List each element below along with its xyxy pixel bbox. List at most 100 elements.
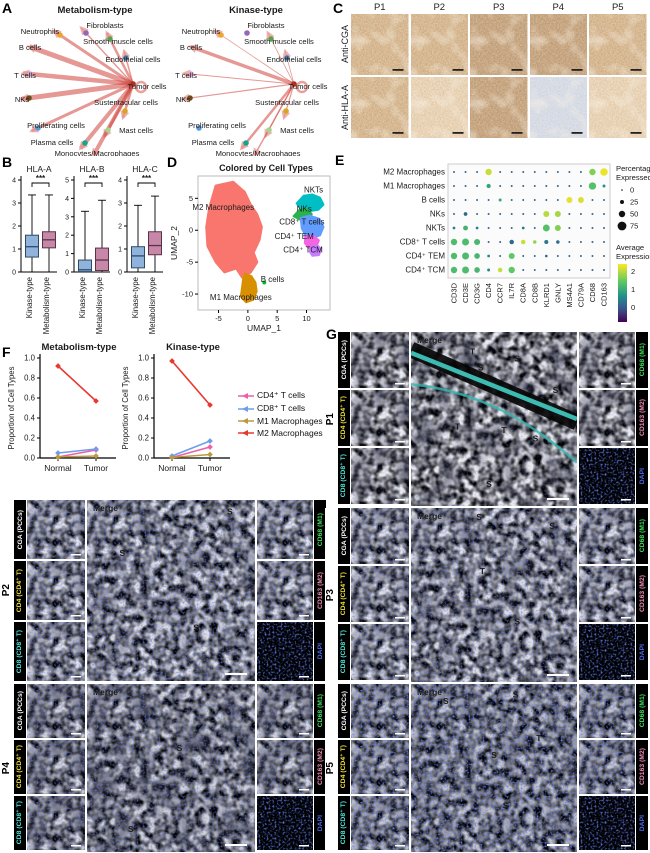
dotplot-dot-NKTs-KLRD1 (542, 224, 550, 232)
tissue-annotation-S: S (128, 824, 134, 834)
lineplot-Kinase-type: Kinase-type 0.0 0.2 0.4 0.6 0.8 1.0 Normal Tumor… (121, 342, 230, 473)
network-node-label: Mast cells (119, 126, 153, 135)
channel-row: CD8 (CD8⁺ T) (14, 796, 85, 850)
left-channel-column: CGA (PCCs) CD4 (CD4⁺ T) CD8 (CD8⁺ T) (14, 500, 85, 681)
if-merge-image-P4: Merge S S (87, 684, 255, 852)
scale-bar (547, 498, 569, 500)
x-category: Normal (44, 463, 72, 473)
tissue-annotation-S: S (478, 362, 484, 372)
network-edge (19, 81, 136, 103)
dotplot-dot-NKTs-GNLY (554, 224, 561, 232)
panel-f-proportion-lineplots: Metabolism-type 0.0 0.2 0.4 0.6 0.8 1.0 Normal T… (0, 338, 334, 498)
scale-bar (395, 845, 405, 847)
channel-row: CD8 (CD8⁺ T) (14, 622, 85, 681)
network-node-label: Smooth muscle cells (244, 37, 314, 46)
scale-bar (395, 441, 405, 443)
x-label-metabolism: Metabolism-type (42, 277, 51, 334)
dotplot-dot-CD8⁺ T cells-CD3G (474, 238, 481, 246)
legend-pct-dot (617, 221, 627, 231)
dotplot-row-label: B cells (421, 196, 445, 205)
scale-bar (621, 733, 631, 735)
network-node (283, 108, 289, 114)
dotplot-dot-B cells-CD8B (533, 199, 536, 201)
dotplot-dot-M2 Macrophages-KLRD1 (545, 171, 548, 173)
network-edge (51, 29, 136, 87)
scale-bar (621, 845, 631, 847)
panel-e-marker-dotplot: M2 Macrophages M1 Macrophages B cells NKs NK… (334, 158, 650, 336)
ihc-image-Anti-HLA-A-P2 (410, 77, 468, 138)
y-tick: 1 (118, 247, 122, 254)
channel-label-CD163 (M2): CD163 (M2) (636, 390, 648, 446)
dotplot-dot-M1 Macrophages-CD8A (522, 185, 525, 187)
dotplot-dot-B cells-CD79A (577, 197, 584, 203)
if-image-P1-CD68 (M1) (579, 332, 635, 388)
channel-row: CD68 (M1) (257, 500, 326, 559)
channel-row: CGA (PCCs) (338, 508, 409, 564)
y-tick: 1.0 (24, 354, 36, 363)
network-node-label: Sustentacular cells (94, 98, 158, 107)
if-image-P5-CGA (PCCs) (351, 684, 409, 738)
panel-label-g: G (326, 326, 337, 342)
dotplot-dot-NKs-KLRD1 (543, 210, 550, 218)
dotplot-dot-CD4⁺ TEM-GNLY (556, 255, 559, 257)
y-tick: 1 (12, 247, 16, 254)
dotplot-dot-B cells-CD8A (522, 199, 525, 201)
if-panel-p5: P5 CGA (PCCs) CD4 (CD4⁺ T) CD8 (CD8⁺ T) Merg… (325, 684, 650, 852)
tissue-annotation-S: S (514, 617, 520, 627)
ihc-column-header: P4 (552, 2, 565, 13)
series-line (57, 455, 97, 458)
series-line (57, 365, 97, 402)
scale-bar (299, 676, 309, 678)
umap-cluster-label: M1 Macrophages (210, 293, 272, 302)
network-node (83, 30, 89, 36)
network-node (107, 36, 113, 42)
series-marker (207, 451, 213, 458)
dotplot-dot-CD4⁺ TEM-CD8A (522, 255, 525, 257)
y-tick: -5 (186, 258, 193, 267)
y-tick: 0.4 (138, 414, 150, 423)
tissue-annotation-S: S (533, 434, 539, 444)
dotplot-row-label: CD4⁺ TEM (406, 252, 446, 261)
if-image-P1-DAPI (579, 448, 635, 504)
dotplot-gene-label: CD4 (484, 283, 493, 298)
dotplot-dot-NKs-CD163 (603, 213, 605, 215)
legend-marker (238, 430, 254, 436)
y-tick: 0 (118, 270, 122, 277)
scale-bar (71, 733, 81, 735)
channel-label-CD163 (M2): CD163 (M2) (636, 566, 648, 622)
network-node-label: Tumor cells (128, 82, 167, 91)
dotplot-dot-CD4⁺ TCM-CD8A (522, 269, 525, 271)
dotplot-dot-CD4⁺ TCM-CD79A (579, 269, 582, 271)
series-marker (55, 454, 61, 460)
dotplot-dot-M2 Macrophages-CD3G (476, 171, 479, 173)
scale-bar (225, 844, 247, 846)
umap-title: Colored by Cell Types (219, 163, 313, 173)
dotplot-dot-M1 Macrophages-GNLY (556, 185, 559, 187)
scale-bar (395, 789, 405, 791)
channel-label-CD8 (CD8⁺ T): CD8 (CD8⁺ T) (338, 796, 350, 850)
legend-pct-title: Percentage (616, 164, 650, 173)
if-image-P5-CD163 (M2) (579, 740, 635, 794)
dotplot-dot-NKTs-CD8B (533, 227, 536, 229)
scale-bar (547, 844, 569, 846)
legend-expr-tick: 1 (631, 285, 635, 294)
dotplot-dot-M1 Macrophages-CD79A (579, 185, 582, 187)
y-tick: 3 (65, 214, 69, 221)
x-tick: 5 (275, 314, 279, 323)
dotplot-row-label: CD4⁺ TCM (405, 266, 445, 275)
dotplot-dot-M1 Macrophages-CCR7 (499, 185, 502, 187)
channel-label-CD163 (M2): CD163 (M2) (636, 740, 648, 794)
tissue-annotation-T: T (536, 733, 542, 743)
dotplot-dot-NKs-CD4 (487, 213, 490, 215)
if-image-P4-CGA (PCCs) (27, 684, 85, 738)
series-line (171, 440, 211, 457)
channel-label-CD68 (M1): CD68 (M1) (636, 508, 648, 564)
if-image-P5-CD4 (CD4⁺ T) (351, 740, 409, 794)
dotplot-dot-NKTs-IL7R (510, 227, 513, 229)
dotplot-dot-CD4⁺ TCM-KLRD1 (545, 269, 548, 271)
dotplot-row-label: M1 Macrophages (383, 182, 445, 191)
scale-bar (630, 132, 642, 134)
scale-bar (452, 69, 463, 71)
dotplot-dot-M1 Macrophages-CD3D (453, 185, 455, 187)
